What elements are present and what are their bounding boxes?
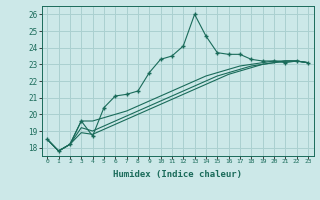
X-axis label: Humidex (Indice chaleur): Humidex (Indice chaleur) <box>113 170 242 179</box>
